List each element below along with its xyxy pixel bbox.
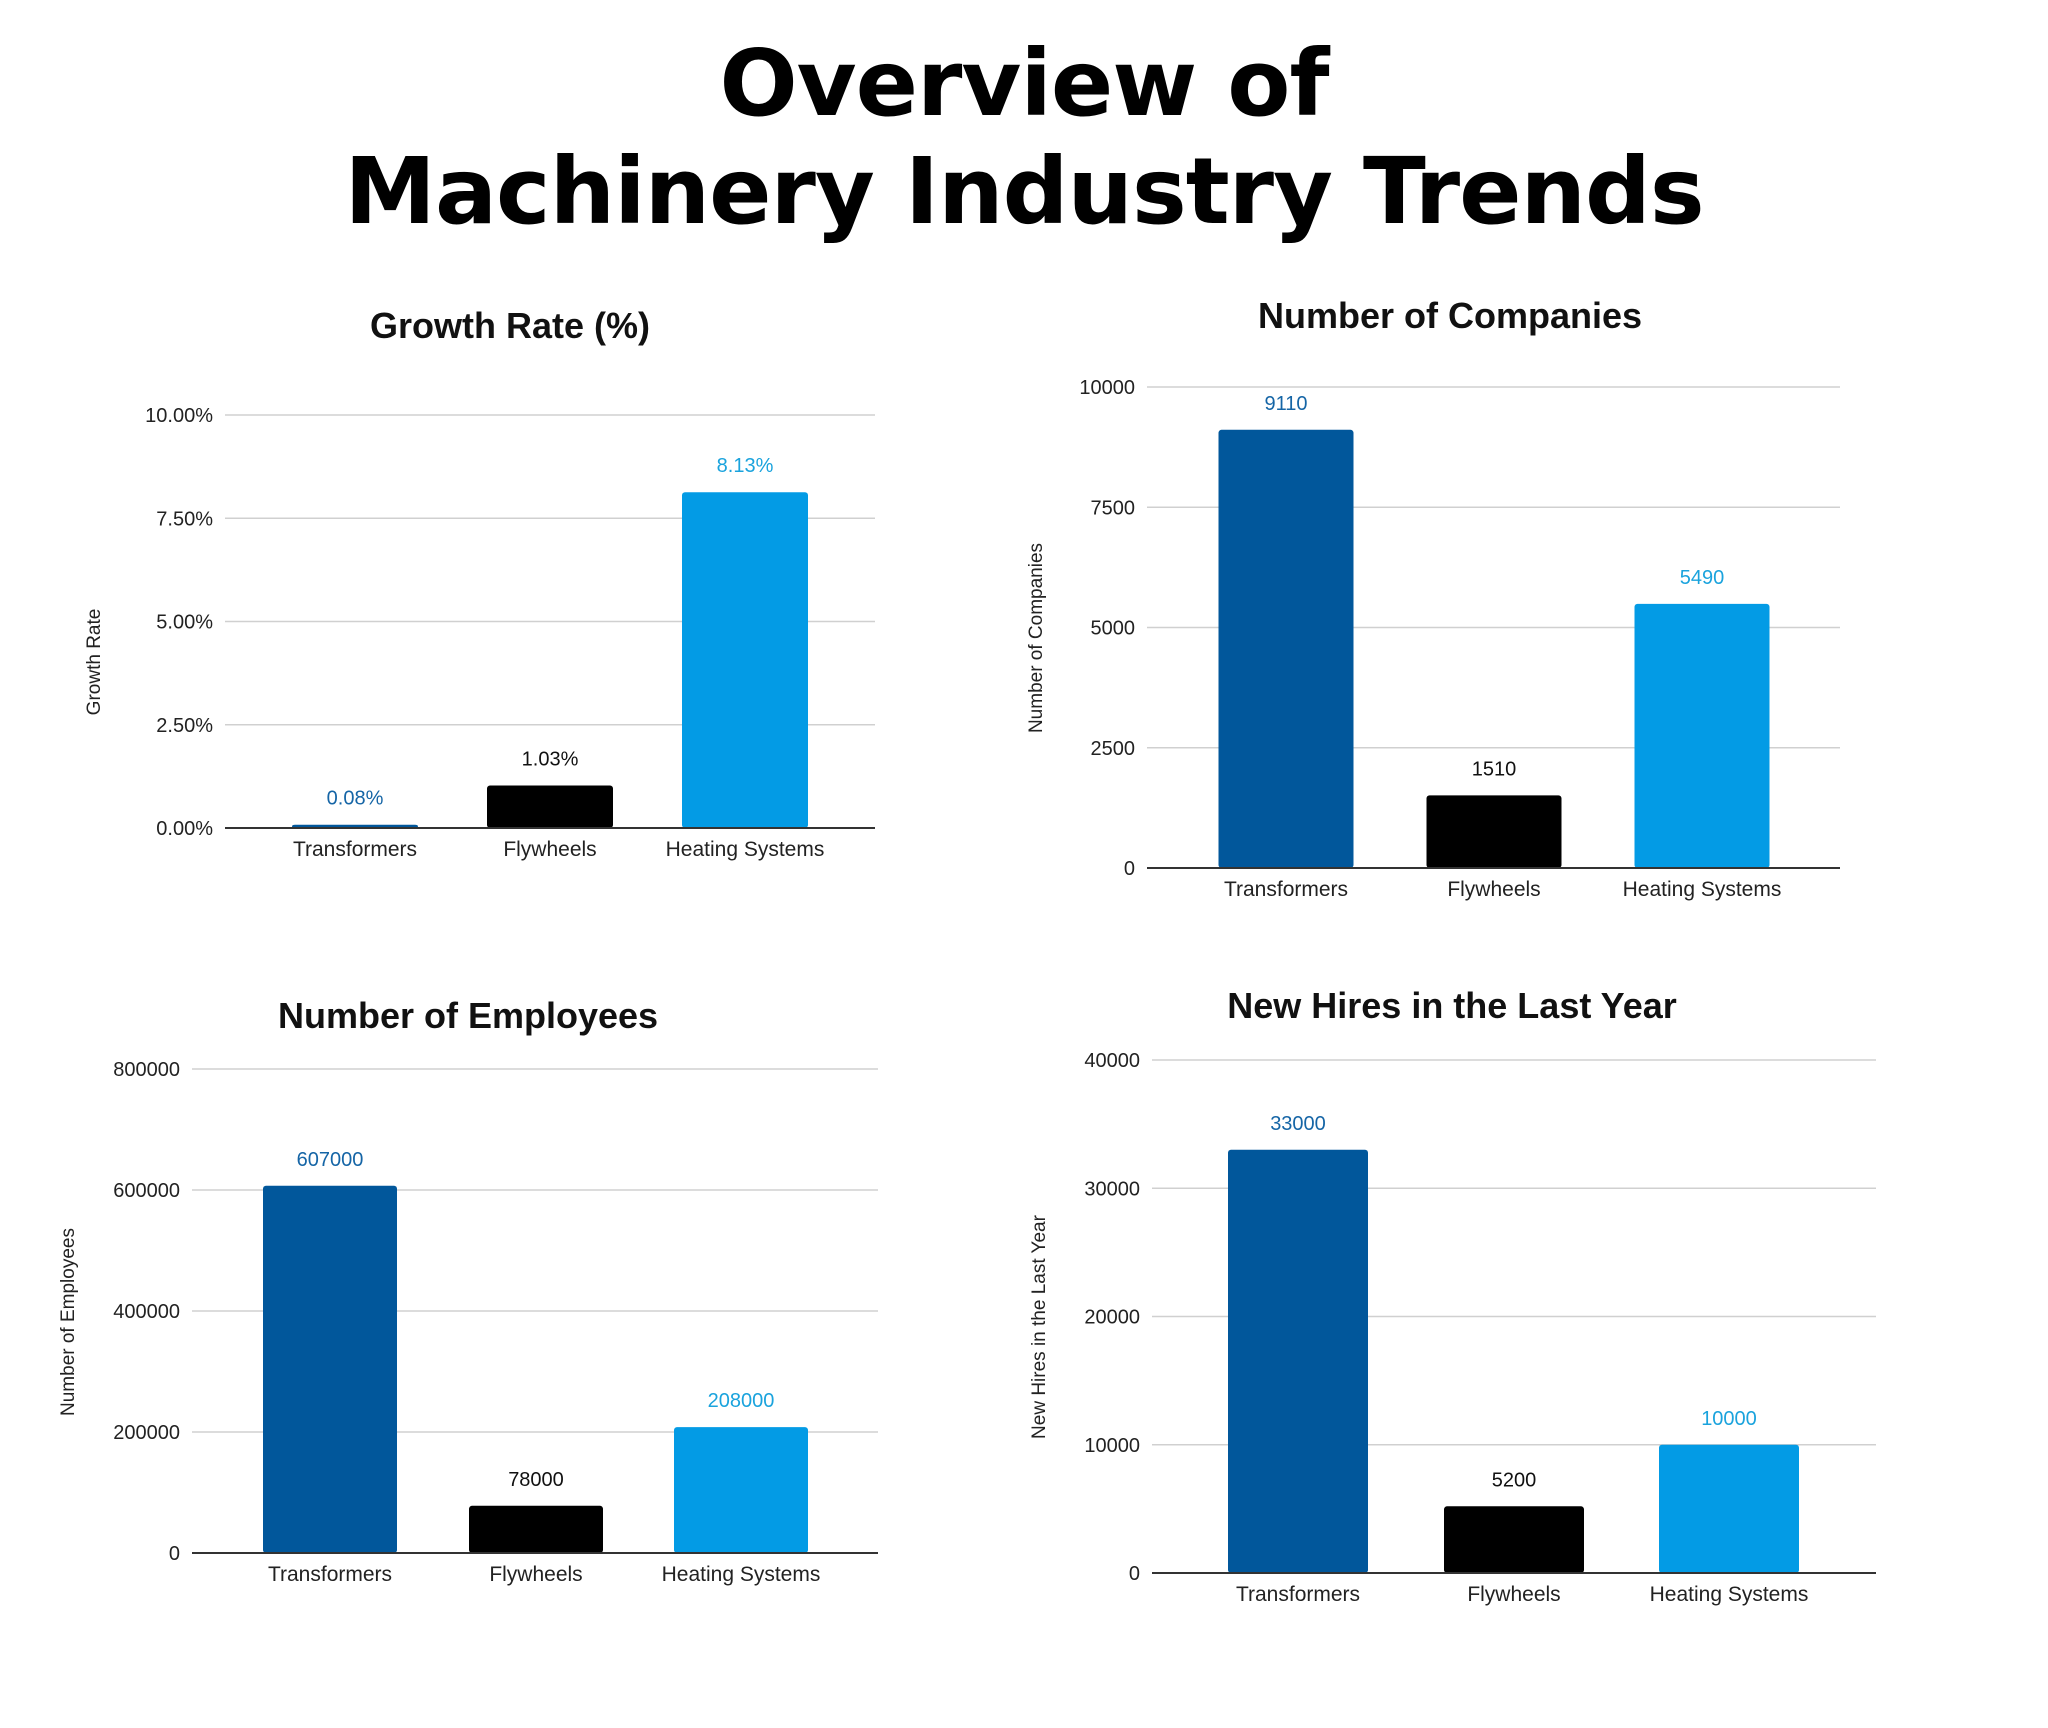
y-tick-label: 400000: [113, 1301, 180, 1323]
y-tick-label: 2.50%: [156, 715, 213, 737]
y-tick-label: 10000: [1079, 377, 1135, 399]
y-axis-label: New Hires in the Last Year: [1029, 1214, 1050, 1439]
data-label: 9110: [1264, 393, 1307, 415]
main-title-line-2: Machinery Industry Trends: [344, 138, 1704, 245]
bar-flywheels: [1444, 1506, 1584, 1573]
x-tick-label: Transformers: [268, 1563, 392, 1586]
y-tick-label: 600000: [113, 1180, 180, 1202]
data-label: 33000: [1270, 1113, 1326, 1135]
data-label: 5200: [1492, 1469, 1537, 1491]
chart-panel-1: Growth Rate (%) 0.00% 2.50% 5.00% 7.50% 10.00…: [84, 305, 875, 861]
x-tick-label: Flywheels: [489, 1563, 582, 1586]
y-axis-label: Growth Rate: [84, 609, 105, 716]
y-tick-label: 7500: [1091, 497, 1136, 519]
bar-flywheels: [469, 1505, 603, 1553]
x-tick-label: Transformers: [293, 838, 417, 861]
x-tick-label: Transformers: [1236, 1583, 1360, 1606]
x-tick-label: Heating Systems: [1623, 878, 1782, 901]
y-tick-label: 5000: [1091, 618, 1136, 640]
y-tick-label: 10.00%: [145, 405, 213, 427]
main-title-line-1: Overview of: [719, 30, 1329, 137]
x-tick-label: Flywheels: [503, 838, 596, 861]
chart-panel-4: New Hires in the Last Year 0 10000 20000 300…: [1029, 985, 1876, 1606]
x-tick-label: Flywheels: [1447, 878, 1540, 901]
data-label: 607000: [297, 1149, 364, 1171]
data-label: 208000: [708, 1390, 775, 1412]
y-tick-label: 0: [169, 1543, 180, 1565]
bar-heating-systems: [1659, 1444, 1799, 1573]
x-tick-label: Flywheels: [1467, 1583, 1560, 1606]
y-tick-label: 0.00%: [156, 818, 213, 840]
chart-panel-2: Number of Companies 0 2500 5000 7500 10000 Num…: [1026, 295, 1840, 901]
y-tick-label: 7.50%: [156, 508, 213, 530]
chart-panel-3: Number of Employees 0 200000 400000 600000 80…: [58, 995, 878, 1586]
y-tick-label: 0: [1124, 858, 1135, 880]
y-tick-label: 200000: [113, 1422, 180, 1444]
bar-heating-systems: [1634, 603, 1770, 868]
bar-heating-systems: [674, 1427, 808, 1553]
bar-flywheels: [1426, 795, 1562, 868]
data-label: 1.03%: [522, 748, 579, 770]
main-title: Overview of Machinery Industry Trends: [0, 30, 2048, 246]
x-tick-label: Transformers: [1224, 878, 1348, 901]
x-tick-label: Heating Systems: [1650, 1583, 1809, 1606]
y-tick-label: 2500: [1091, 738, 1136, 760]
x-tick-label: Heating Systems: [666, 838, 825, 861]
data-label: 10000: [1701, 1408, 1757, 1430]
data-label: 78000: [508, 1469, 564, 1491]
y-tick-label: 5.00%: [156, 612, 213, 634]
chart-title: Number of Employees: [278, 995, 658, 1036]
y-tick-label: 0: [1129, 1563, 1140, 1585]
data-label: 8.13%: [717, 455, 774, 477]
chart-title: Growth Rate (%): [370, 305, 650, 346]
bar-transformers: [1218, 429, 1354, 868]
bar-heating-systems: [682, 492, 808, 828]
data-label: 1510: [1472, 758, 1517, 780]
x-tick-label: Heating Systems: [662, 1563, 821, 1586]
chart-title: Number of Companies: [1258, 295, 1642, 336]
chart-title: New Hires in the Last Year: [1227, 985, 1677, 1026]
y-tick-label: 20000: [1084, 1307, 1140, 1329]
y-axis-label: Number of Companies: [1026, 543, 1047, 733]
y-tick-label: 800000: [113, 1059, 180, 1081]
y-tick-label: 10000: [1084, 1435, 1140, 1457]
data-label: 5490: [1680, 567, 1725, 589]
y-tick-label: 30000: [1084, 1178, 1140, 1200]
bar-transformers: [263, 1185, 397, 1553]
y-axis-label: Number of Employees: [58, 1228, 79, 1416]
bar-transformers: [1228, 1149, 1368, 1573]
bar-flywheels: [487, 785, 613, 828]
data-label: 0.08%: [327, 788, 384, 810]
y-tick-label: 40000: [1084, 1050, 1140, 1072]
